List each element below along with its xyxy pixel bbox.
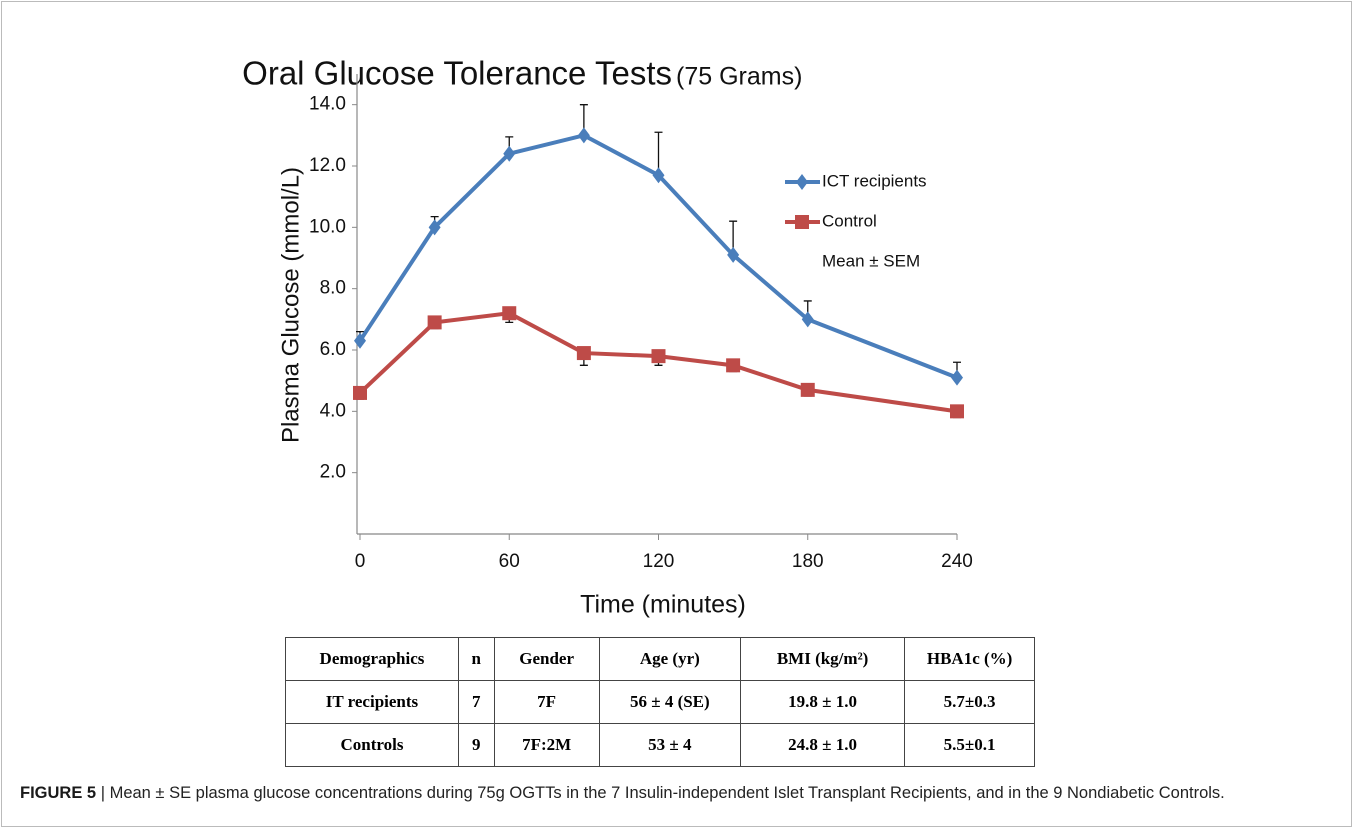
x-tick-label: 0 xyxy=(355,551,366,572)
point xyxy=(951,369,963,386)
annotation: Mean ± SEM xyxy=(822,251,920,270)
y-tick-label: 6.0 xyxy=(320,339,346,360)
chart-subtitle: (75 Grams) xyxy=(676,63,802,91)
y-tick-label: 14.0 xyxy=(309,94,346,115)
x-tick-label: 120 xyxy=(643,551,675,572)
table-cell: HBA1c (%) xyxy=(904,637,1035,681)
point xyxy=(651,349,666,364)
table-row: Controls 9 7F:2M 53 ± 4 24.8 ± 1.0 5.5±0.1 xyxy=(285,723,1035,767)
demographics-table: Demographics n Gender Age (yr) BMI (kg/m²) HB… xyxy=(285,637,1035,767)
table-row: IT recipients 7 7F 56 ± 4 (SE) 19.8 ± 1.0 5.7… xyxy=(285,680,1035,724)
point xyxy=(428,219,441,236)
series-line xyxy=(358,133,958,380)
series-line xyxy=(358,311,958,414)
caption-label: FIGURE 5 xyxy=(20,784,97,802)
table-cell: 5.7±0.3 xyxy=(904,680,1035,724)
point xyxy=(652,167,665,184)
table-cell: 5.5±0.1 xyxy=(904,723,1035,767)
table-cell: Controls xyxy=(285,723,459,767)
caption-text: | Mean ± SE plasma glucose concentration… xyxy=(100,784,1225,802)
table-cell: 24.8 ± 1.0 xyxy=(739,723,906,767)
table-cell: 9 xyxy=(457,723,495,767)
table-cell: 56 ± 4 (SE) xyxy=(598,680,741,724)
table-cell: 19.8 ± 1.0 xyxy=(739,680,906,724)
table-cell: IT recipients xyxy=(285,680,459,724)
point xyxy=(502,306,517,321)
table-cell: 7F xyxy=(493,680,600,724)
y-axis-label: Plasma Glucose (mmol/L) xyxy=(277,167,304,443)
caption: FIGURE 5 | Mean ± SE plasma glucose conc… xyxy=(20,784,1225,803)
x-tick-label: 180 xyxy=(792,551,824,572)
point xyxy=(354,332,366,349)
chart: Oral Glucose Tolerance Tests (75 Grams) … xyxy=(242,55,973,619)
point xyxy=(727,246,740,263)
table-cell: 7F:2M xyxy=(493,723,600,767)
point xyxy=(801,311,814,328)
legend-marker xyxy=(795,215,809,229)
y-tick-label: 2.0 xyxy=(320,462,346,483)
y-tick-label: 12.0 xyxy=(309,155,346,176)
y-tick-label: 8.0 xyxy=(320,278,346,299)
legend-label: ICT recipients xyxy=(822,171,927,190)
table-cell: n xyxy=(457,637,495,681)
table-cell: 53 ± 4 xyxy=(598,723,741,767)
table-row: Demographics n Gender Age (yr) BMI (kg/m²) HB… xyxy=(285,637,1035,681)
table-cell: Age (yr) xyxy=(598,637,741,681)
table-cell: 7 xyxy=(457,680,495,724)
table-cell: Demographics xyxy=(285,637,459,681)
y-tick-label: 10.0 xyxy=(309,216,346,237)
point xyxy=(950,404,964,419)
point xyxy=(427,315,442,330)
chart-title: Oral Glucose Tolerance Tests xyxy=(242,55,672,92)
x-tick-label: 60 xyxy=(499,551,520,572)
x-tick-label: 240 xyxy=(941,551,973,572)
point xyxy=(800,382,815,397)
point xyxy=(503,145,516,162)
table-cell: BMI (kg/m²) xyxy=(739,637,906,681)
legend-marker xyxy=(796,174,808,190)
point xyxy=(726,358,741,373)
x-axis-label: Time (minutes) xyxy=(580,591,746,619)
point xyxy=(576,346,591,361)
point xyxy=(353,385,367,400)
legend-label: Control xyxy=(822,211,877,230)
y-tick-label: 4.0 xyxy=(320,400,346,421)
table-cell: Gender xyxy=(493,637,600,681)
point xyxy=(577,127,590,144)
